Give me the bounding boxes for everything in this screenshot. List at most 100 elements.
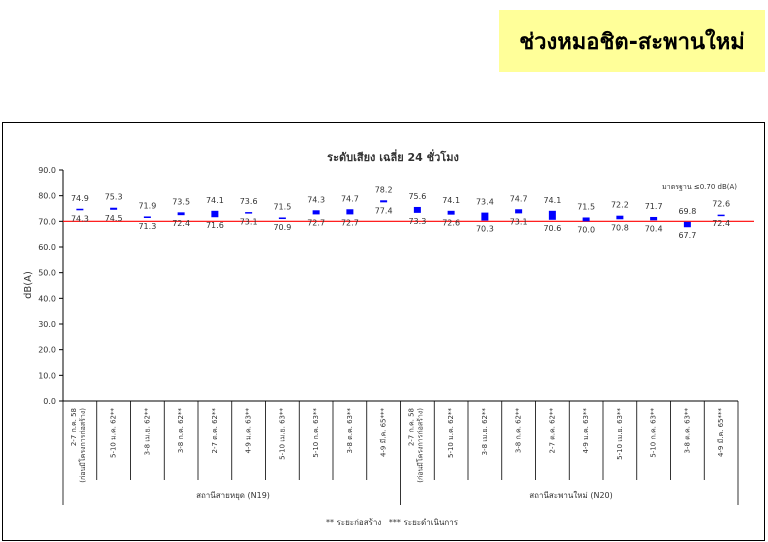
max-value-label: 73.6 xyxy=(240,197,258,206)
min-value-label: 70.6 xyxy=(543,224,561,233)
range-bar xyxy=(380,200,388,203)
x-tick-label: 2-7 ก.ค. 58(ก่อนมีโครงการก่อสร้าง) xyxy=(70,408,87,483)
max-value-label: 71.9 xyxy=(138,201,156,210)
max-value-label: 74.9 xyxy=(71,194,89,203)
max-value-label: 78.2 xyxy=(375,185,393,194)
x-tick-label: 5-10 ก.ค. 63** xyxy=(650,408,658,458)
x-tick-label: 4-9 มี.ค. 65*** xyxy=(717,408,725,458)
y-tick-label: 80.0 xyxy=(38,192,56,201)
range-bar xyxy=(177,212,185,216)
group-label-n20: สถานีสะพานใหม่ (N20) xyxy=(529,491,613,500)
y-tick-label: 50.0 xyxy=(38,269,56,278)
x-tick-label-line: 2-7 ก.ค. 58 xyxy=(407,408,415,446)
section-title: ช่วงหมอชิต-สะพานใหม่ xyxy=(519,29,745,55)
x-tick-label: 3-8 เม.ย. 62** xyxy=(143,408,151,456)
x-tick-label: 4-9 มี.ค. 65*** xyxy=(380,408,388,458)
x-tick-label-line: 5-10 เม.ย. 63** xyxy=(278,408,286,460)
y-tick-label: 10.0 xyxy=(38,371,56,380)
y-tick-label: 0.0 xyxy=(43,397,56,406)
x-tick-label: 2-7 ก.ค. 58(ก่อนมีโครงการก่อสร้าง) xyxy=(407,408,424,483)
x-tick-label-line: 5-10 เม.ย. 63** xyxy=(616,408,624,460)
range-bar xyxy=(413,206,421,213)
x-tick-label-line: 3-8 เม.ย. 62** xyxy=(143,408,151,456)
plot-area: 0.0 10.0 20.0 30.0 40.0 50.0 60.0 70.0 80.0 90.0 7… xyxy=(38,166,754,505)
min-value-label: 72.6 xyxy=(442,219,460,228)
max-value-label: 74.1 xyxy=(543,196,561,205)
x-tick-label: 5-10 ม.ค. 62** xyxy=(110,408,118,458)
min-value-label: 70.9 xyxy=(273,223,291,232)
x-tick-label-line: 4-9 ม.ค. 63** xyxy=(245,408,253,454)
range-bar xyxy=(312,210,320,215)
chart-title: ระดับเสียง เฉลี่ย 24 ชั่วโมง xyxy=(327,149,459,164)
range-bar xyxy=(346,209,354,215)
min-value-label: 72.7 xyxy=(307,218,325,227)
x-tick-label-line: 4-9 มี.ค. 65*** xyxy=(717,408,725,458)
max-value-label: 72.2 xyxy=(611,201,629,210)
range-bar xyxy=(582,217,590,222)
x-tick-label: 4-9 ม.ค. 63** xyxy=(582,408,590,454)
x-tick-label-line: 4-9 ม.ค. 63** xyxy=(582,408,590,454)
standard-label: มาตรฐาน ≤0.70 dB(A) xyxy=(662,183,737,191)
x-tick-label-line: 5-10 ก.ค. 63** xyxy=(650,408,658,458)
max-value-label: 69.8 xyxy=(678,207,696,216)
range-bar xyxy=(110,207,118,210)
footnote: ** ระยะก่อสร้าง *** ระยะดำเนินการ xyxy=(326,518,459,527)
max-value-label: 71.5 xyxy=(273,202,291,211)
min-value-label: 70.8 xyxy=(611,223,629,232)
x-tick-label-line: 2-7 ต.ค. 62** xyxy=(548,408,556,454)
range-bar xyxy=(245,212,253,214)
max-value-label: 73.4 xyxy=(476,198,494,207)
chart-frame xyxy=(2,122,765,541)
y-tick-label: 70.0 xyxy=(38,217,56,226)
max-value-label: 71.7 xyxy=(645,202,663,211)
y-axis-label: dB(A) xyxy=(23,271,34,299)
x-tick-label: 5-10 ม.ค. 62** xyxy=(447,408,455,458)
range-bar xyxy=(717,214,725,217)
range-bar xyxy=(211,210,219,218)
y-tick-label: 30.0 xyxy=(38,320,56,329)
range-bar xyxy=(76,208,84,211)
range-bar xyxy=(515,209,523,214)
range-bar xyxy=(278,217,286,220)
min-value-label: 70.3 xyxy=(476,225,494,234)
max-value-label: 73.5 xyxy=(172,197,190,206)
y-tick-label: 60.0 xyxy=(38,243,56,252)
min-value-label: 73.1 xyxy=(510,217,528,226)
x-tick-label-line: 3-8 ก.ค. 62** xyxy=(177,408,185,454)
x-tick-label: 2-7 ต.ค. 62** xyxy=(211,408,219,454)
range-bar xyxy=(481,212,489,221)
y-tick-label: 40.0 xyxy=(38,294,56,303)
max-value-label: 75.3 xyxy=(105,193,123,202)
x-tick-label-line: (ก่อนมีโครงการก่อสร้าง) xyxy=(78,408,87,483)
range-bar xyxy=(650,216,658,221)
x-tick-label: 4-9 ม.ค. 63** xyxy=(245,408,253,454)
min-value-label: 74.3 xyxy=(71,214,89,223)
x-tick-label-line: 3-8 ต.ค. 63** xyxy=(346,408,354,454)
y-tick-label: 90.0 xyxy=(38,166,56,175)
x-tick-label-line: (ก่อนมีโครงการก่อสร้าง) xyxy=(415,408,424,483)
min-value-label: 72.4 xyxy=(172,219,190,228)
min-value-label: 71.3 xyxy=(138,222,156,231)
max-value-label: 75.6 xyxy=(408,192,426,201)
x-tick-label-line: 3-8 ก.ค. 62** xyxy=(515,408,523,454)
x-tick-label-line: 2-7 ต.ค. 62** xyxy=(211,408,219,454)
x-tick-label: 5-10 ก.ค. 63** xyxy=(312,408,320,458)
min-value-label: 77.4 xyxy=(375,206,393,215)
x-tick-label: 3-8 ต.ค. 63** xyxy=(683,408,691,454)
range-bar xyxy=(447,210,455,215)
min-value-label: 71.6 xyxy=(206,221,224,230)
x-tick-label: 3-8 ก.ค. 62** xyxy=(177,408,185,454)
range-bar xyxy=(616,215,624,220)
max-value-label: 72.6 xyxy=(712,200,730,209)
min-value-label: 67.7 xyxy=(678,231,696,240)
max-value-label: 74.1 xyxy=(206,196,224,205)
group-label-n19: สถานีสายหยุด (N19) xyxy=(196,491,270,500)
max-value-label: 74.3 xyxy=(307,195,325,204)
y-tick-label: 20.0 xyxy=(38,346,56,355)
range-bar xyxy=(548,210,556,220)
min-value-label: 70.0 xyxy=(577,225,595,234)
x-tick-label-line: 3-8 เม.ย. 62** xyxy=(481,408,489,456)
max-value-label: 74.1 xyxy=(442,196,460,205)
min-value-label: 70.4 xyxy=(645,224,663,233)
